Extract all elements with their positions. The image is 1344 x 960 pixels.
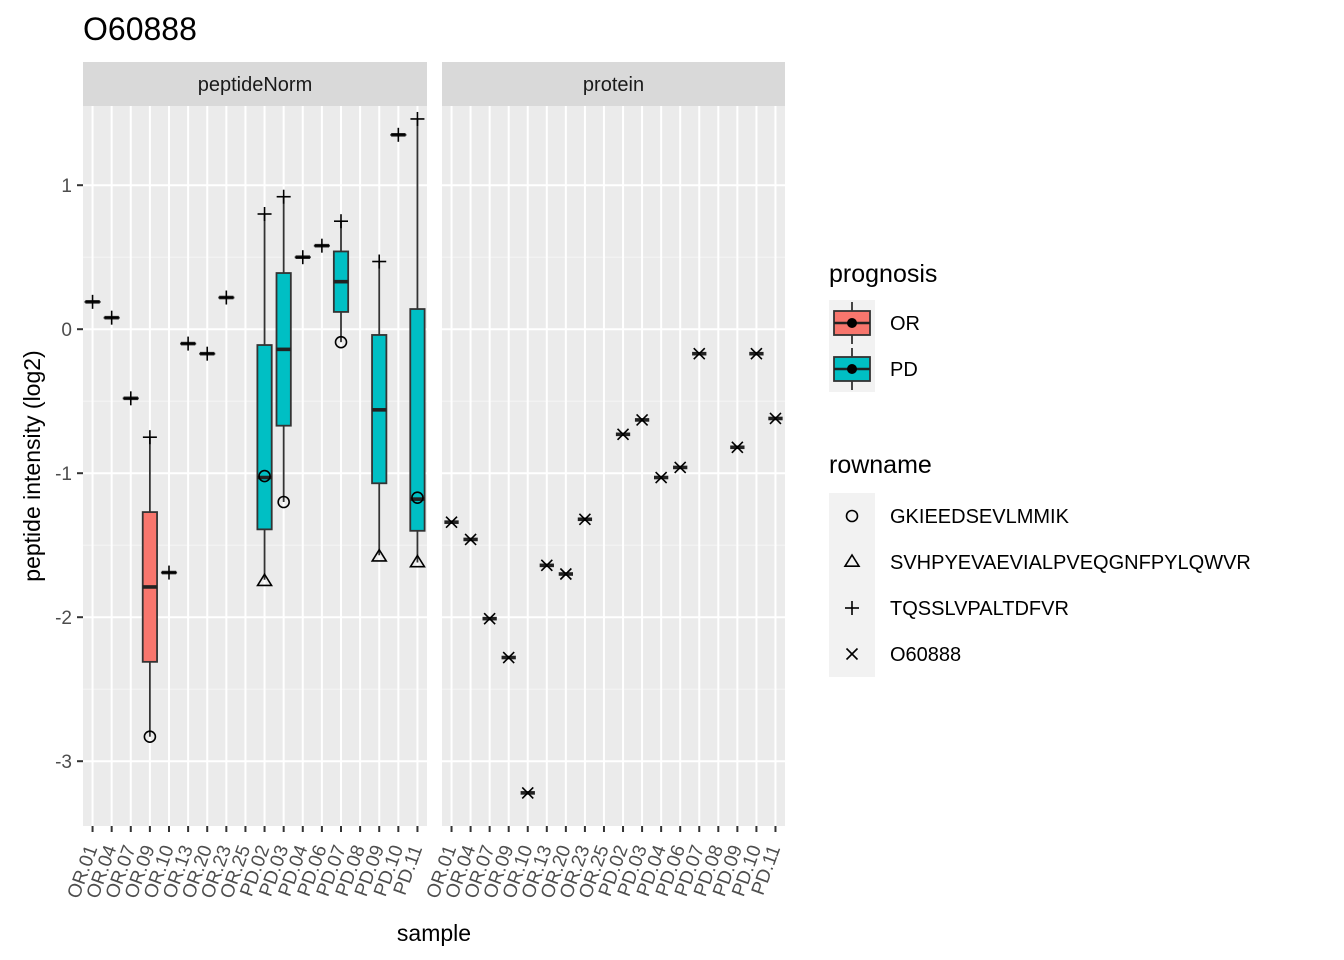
point-tqsslvpaltdfvr: [85, 294, 100, 309]
y-tick-label: -3: [55, 752, 72, 773]
legend-title-prognosis: prognosis: [829, 260, 937, 288]
point-tqsslvpaltdfvr: [142, 430, 157, 445]
facet-peptidenorm: peptideNorm: [83, 62, 427, 826]
point-o60888: [693, 347, 706, 360]
box-or-09: [141, 437, 158, 737]
point-tqsslvpaltdfvr: [200, 346, 215, 361]
legend-item-svhpyevaevialpveqgnfpylqwvr: SVHPYEVAEVIALPVEQGNFPYLQWVR: [829, 539, 1251, 585]
legend-label: O60888: [890, 644, 961, 666]
point-svhpyevaevialpveqgnfpylqwvr: [256, 572, 273, 587]
point-o60888: [540, 559, 553, 572]
point-o60888: [464, 533, 477, 546]
strip-peptidenorm: [83, 62, 427, 106]
legend-key-plus-icon: [845, 601, 859, 615]
box-pd-03: [275, 196, 292, 502]
point-gkieedsevlmmik: [258, 469, 271, 483]
legend-label: PD: [890, 359, 918, 381]
legend-item-tqsslvpaltdfvr: TQSSLVPALTDFVR: [829, 585, 1069, 631]
point-o60888: [521, 786, 534, 799]
legend-item-or: OR: [829, 300, 920, 346]
y-tick-label: -1: [55, 464, 72, 485]
legend-label: TQSSLVPALTDFVR: [890, 598, 1069, 620]
point-tqsslvpaltdfvr: [219, 290, 234, 305]
point-o60888: [616, 428, 630, 441]
legend-key-cross-icon: [845, 647, 859, 661]
y-axis-title: peptide intensity (log2): [19, 350, 45, 581]
point-o60888: [502, 651, 515, 664]
legend-key-dot: [847, 364, 857, 374]
point-tqsslvpaltdfvr: [410, 111, 425, 126]
point-tqsslvpaltdfvr: [104, 310, 119, 325]
legend-key-dot: [847, 318, 857, 328]
box-pd-09: [371, 261, 388, 556]
point-o60888: [750, 347, 763, 360]
legend: prognosis OR PD rowname GKIEEDSEVLMMIK SVHPYE…: [829, 260, 1251, 677]
point-gkieedsevlmmik: [334, 335, 348, 349]
point-tqsslvpaltdfvr: [372, 254, 387, 269]
legend-key-triangle-icon: [843, 553, 861, 568]
point-o60888: [655, 471, 668, 484]
point-o60888: [731, 441, 744, 454]
box-pd-02: [256, 214, 273, 580]
legend-key-bg: [829, 539, 875, 585]
panel-bg-peptidenorm: [83, 106, 427, 826]
chart-title: O60888: [83, 11, 197, 47]
legend-item-pd: PD: [829, 346, 918, 392]
strip-protein: [442, 62, 785, 106]
y-axis: 1 0 -1 -2 -3: [55, 176, 83, 773]
y-tick-label: 1: [61, 176, 72, 197]
point-tqsslvpaltdfvr: [314, 238, 329, 253]
point-svhpyevaevialpveqgnfpylqwvr: [370, 548, 388, 562]
legend-title-rowname: rowname: [829, 451, 932, 479]
point-tqsslvpaltdfvr: [257, 207, 272, 221]
point-tqsslvpaltdfvr: [276, 189, 291, 204]
point-o60888: [769, 412, 782, 425]
panel-bg-protein: [442, 106, 785, 826]
point-o60888: [636, 413, 649, 426]
panels: peptideNorm protein: [83, 62, 785, 826]
box-pd-11: [409, 118, 426, 563]
point-gkieedsevlmmik: [411, 491, 424, 504]
point-o60888: [674, 461, 687, 474]
point-o60888: [559, 567, 572, 581]
point-gkieedsevlmmik: [143, 730, 157, 744]
point-tqsslvpaltdfvr: [295, 250, 310, 265]
legend-label: SVHPYEVAEVIALPVEQGNFPYLQWVR: [890, 552, 1251, 574]
point-tqsslvpaltdfvr: [334, 214, 348, 229]
legend-key-bg: [829, 493, 875, 539]
box-body: [409, 308, 426, 532]
point-tqsslvpaltdfvr: [123, 391, 138, 406]
legend-item-gkieedsevlmmik: GKIEEDSEVLMMIK: [829, 493, 1070, 539]
y-tick-label: 0: [61, 320, 72, 341]
facet-protein: protein: [442, 62, 785, 826]
point-o60888: [578, 513, 591, 526]
point-svhpyevaevialpveqgnfpylqwvr: [409, 553, 426, 568]
x-axis: OR.01OR.04OR.07OR.09OR.10OR.13OR.20OR.23…: [64, 826, 785, 901]
x-axis-title: sample: [397, 920, 471, 946]
point-gkieedsevlmmik: [277, 495, 290, 509]
point-tqsslvpaltdfvr: [181, 336, 196, 351]
legend-label: GKIEEDSEVLMMIK: [890, 506, 1070, 528]
legend-item-o60888: O60888: [829, 631, 961, 677]
box-pd-07: [332, 221, 350, 343]
point-o60888: [445, 516, 458, 529]
y-tick-label: -2: [55, 608, 72, 629]
point-tqsslvpaltdfvr: [162, 565, 176, 580]
box-body: [256, 344, 273, 531]
point-o60888: [483, 612, 496, 625]
point-tqsslvpaltdfvr: [391, 127, 406, 142]
strip-label-protein: protein: [583, 74, 644, 96]
strip-label-peptidenorm: peptideNorm: [198, 74, 313, 96]
legend-key-circle-icon: [845, 509, 859, 523]
legend-label: OR: [890, 313, 920, 335]
